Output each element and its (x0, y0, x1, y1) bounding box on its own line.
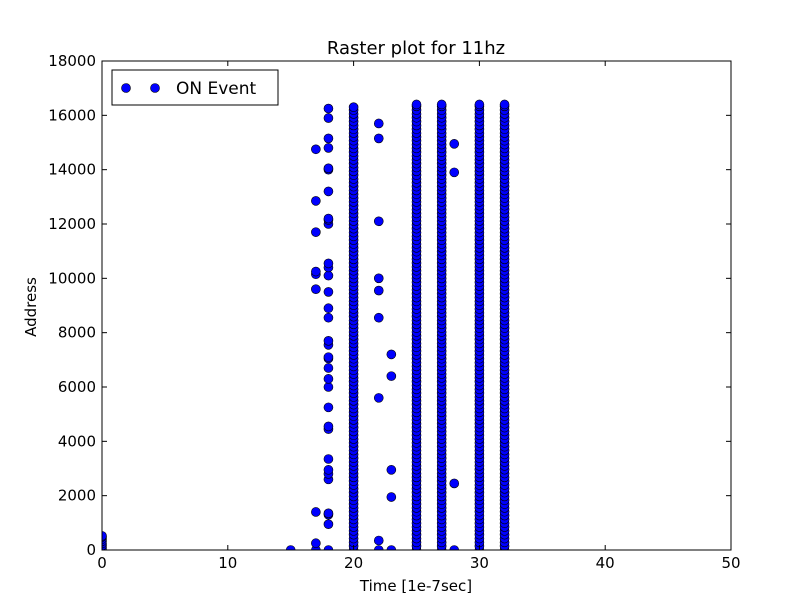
data-point (311, 538, 321, 549)
data-point (323, 374, 334, 384)
data-point (323, 465, 334, 475)
data-point (323, 402, 334, 413)
x-axis-ticks: 0 10 20 30 40 50 (97, 61, 741, 572)
data-point (323, 454, 334, 464)
data-point (323, 519, 334, 529)
y-tick-label: 16000 (48, 106, 96, 124)
data-point (323, 421, 334, 432)
series-on-event (102, 99, 510, 550)
data-point (323, 382, 334, 392)
axes-frame (101, 60, 732, 551)
x-tick-label: 30 (470, 554, 489, 572)
data-point (323, 312, 334, 323)
data-point (436, 99, 447, 110)
data-point (323, 103, 334, 114)
data-point (311, 227, 321, 237)
data-point (323, 545, 334, 550)
data-point (386, 349, 397, 360)
data-point (323, 303, 334, 314)
data-point (323, 186, 334, 197)
data-point (474, 99, 485, 110)
data-point (323, 270, 334, 281)
data-point (285, 545, 296, 550)
y-tick-label: 6000 (58, 378, 96, 396)
data-point (311, 284, 321, 295)
data-point (323, 336, 334, 346)
legend: ON Event (111, 69, 279, 106)
x-tick-label: 20 (344, 554, 363, 572)
chart-title: Raster plot for 11hz (327, 38, 505, 59)
data-point (373, 312, 384, 323)
data-point (386, 492, 397, 502)
data-point (449, 167, 460, 178)
y-tick-label: 8000 (58, 324, 96, 342)
y-tick-label: 12000 (48, 215, 96, 233)
x-tick-label: 40 (596, 554, 615, 572)
data-point (323, 133, 334, 144)
x-tick-label: 10 (218, 554, 237, 572)
data-point (323, 213, 334, 224)
legend-label: ON Event (176, 79, 257, 99)
data-point (449, 545, 460, 550)
legend-marker (150, 83, 160, 93)
data-point (373, 273, 384, 284)
data-point (102, 531, 107, 541)
y-tick-label: 10000 (48, 269, 96, 287)
data-point (311, 507, 321, 517)
data-point (386, 545, 397, 550)
y-tick-label: 0 (86, 541, 96, 559)
data-point (323, 352, 334, 362)
data-point (411, 99, 422, 110)
data-point (373, 133, 384, 144)
y-tick-label: 18000 (48, 52, 96, 70)
x-tick-label: 0 (97, 554, 107, 572)
plot-area (101, 60, 732, 551)
x-tick-label: 50 (721, 554, 740, 572)
data-point (449, 478, 460, 489)
y-tick-label: 4000 (58, 432, 96, 450)
data-point (323, 508, 334, 519)
y-tick-label: 2000 (58, 487, 96, 505)
data-point (323, 363, 334, 373)
data-point (499, 99, 510, 110)
data-point (311, 196, 321, 206)
data-point (323, 258, 334, 269)
data-point (373, 545, 384, 550)
y-tick-label: 14000 (48, 161, 96, 179)
data-point (386, 465, 397, 475)
data-point (373, 216, 384, 227)
data-point (323, 287, 334, 297)
data-point (449, 139, 460, 149)
legend-marker (121, 83, 131, 93)
data-point (373, 285, 384, 296)
data-point (311, 266, 321, 277)
data-point (373, 393, 384, 403)
data-point (311, 144, 321, 155)
data-point (348, 102, 359, 112)
data-point (373, 535, 384, 546)
data-point (373, 118, 384, 129)
x-axis-label: Time [1e-7sec] (359, 577, 472, 595)
y-axis-label: Address (22, 277, 40, 337)
legend-box (111, 69, 279, 106)
data-point (323, 163, 334, 174)
data-point (323, 143, 334, 153)
data-point (323, 113, 334, 123)
data-point (386, 371, 397, 381)
y-axis-ticks: 0 2000 4000 6000 8000 10000 12000 14000 16000 180… (48, 52, 731, 559)
